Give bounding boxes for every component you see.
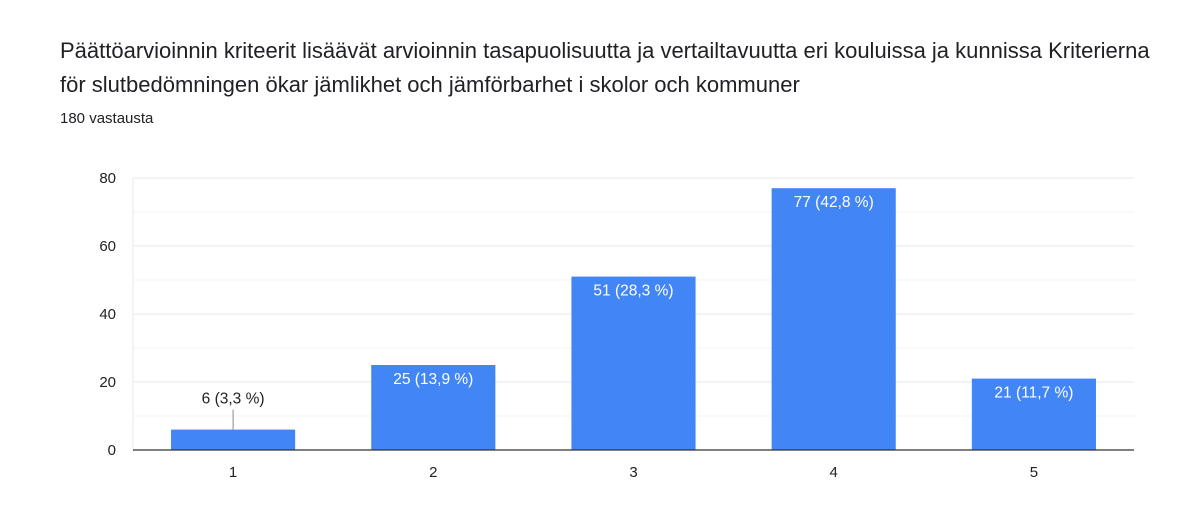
y-tick-label: 20 bbox=[99, 374, 116, 391]
bar bbox=[571, 276, 696, 450]
data-label: 21 (11,7 %) bbox=[994, 385, 1073, 402]
response-count: 180 vastausta bbox=[60, 110, 154, 127]
data-label: 77 (42,8 %) bbox=[794, 194, 874, 211]
y-tick-label: 40 bbox=[99, 306, 116, 323]
x-tick-label: 3 bbox=[629, 464, 637, 481]
x-tick-label: 4 bbox=[830, 464, 838, 481]
y-tick-label: 80 bbox=[99, 170, 116, 187]
x-tick-label: 1 bbox=[229, 464, 237, 481]
data-label: 25 (13,9 %) bbox=[393, 371, 473, 388]
data-label: 51 (28,3 %) bbox=[593, 283, 673, 300]
x-tick-label: 5 bbox=[1030, 464, 1038, 481]
bar bbox=[371, 365, 496, 450]
bar bbox=[171, 429, 296, 450]
chart-title: Päättöarvioinnin kriteerit lisäävät arvi… bbox=[60, 38, 1150, 97]
bar bbox=[971, 378, 1096, 450]
y-tick-label: 0 bbox=[108, 442, 116, 459]
y-tick-label: 60 bbox=[99, 238, 116, 255]
bar bbox=[771, 188, 896, 450]
data-label: 6 (3,3 %) bbox=[202, 391, 265, 408]
x-tick-label: 2 bbox=[429, 464, 437, 481]
